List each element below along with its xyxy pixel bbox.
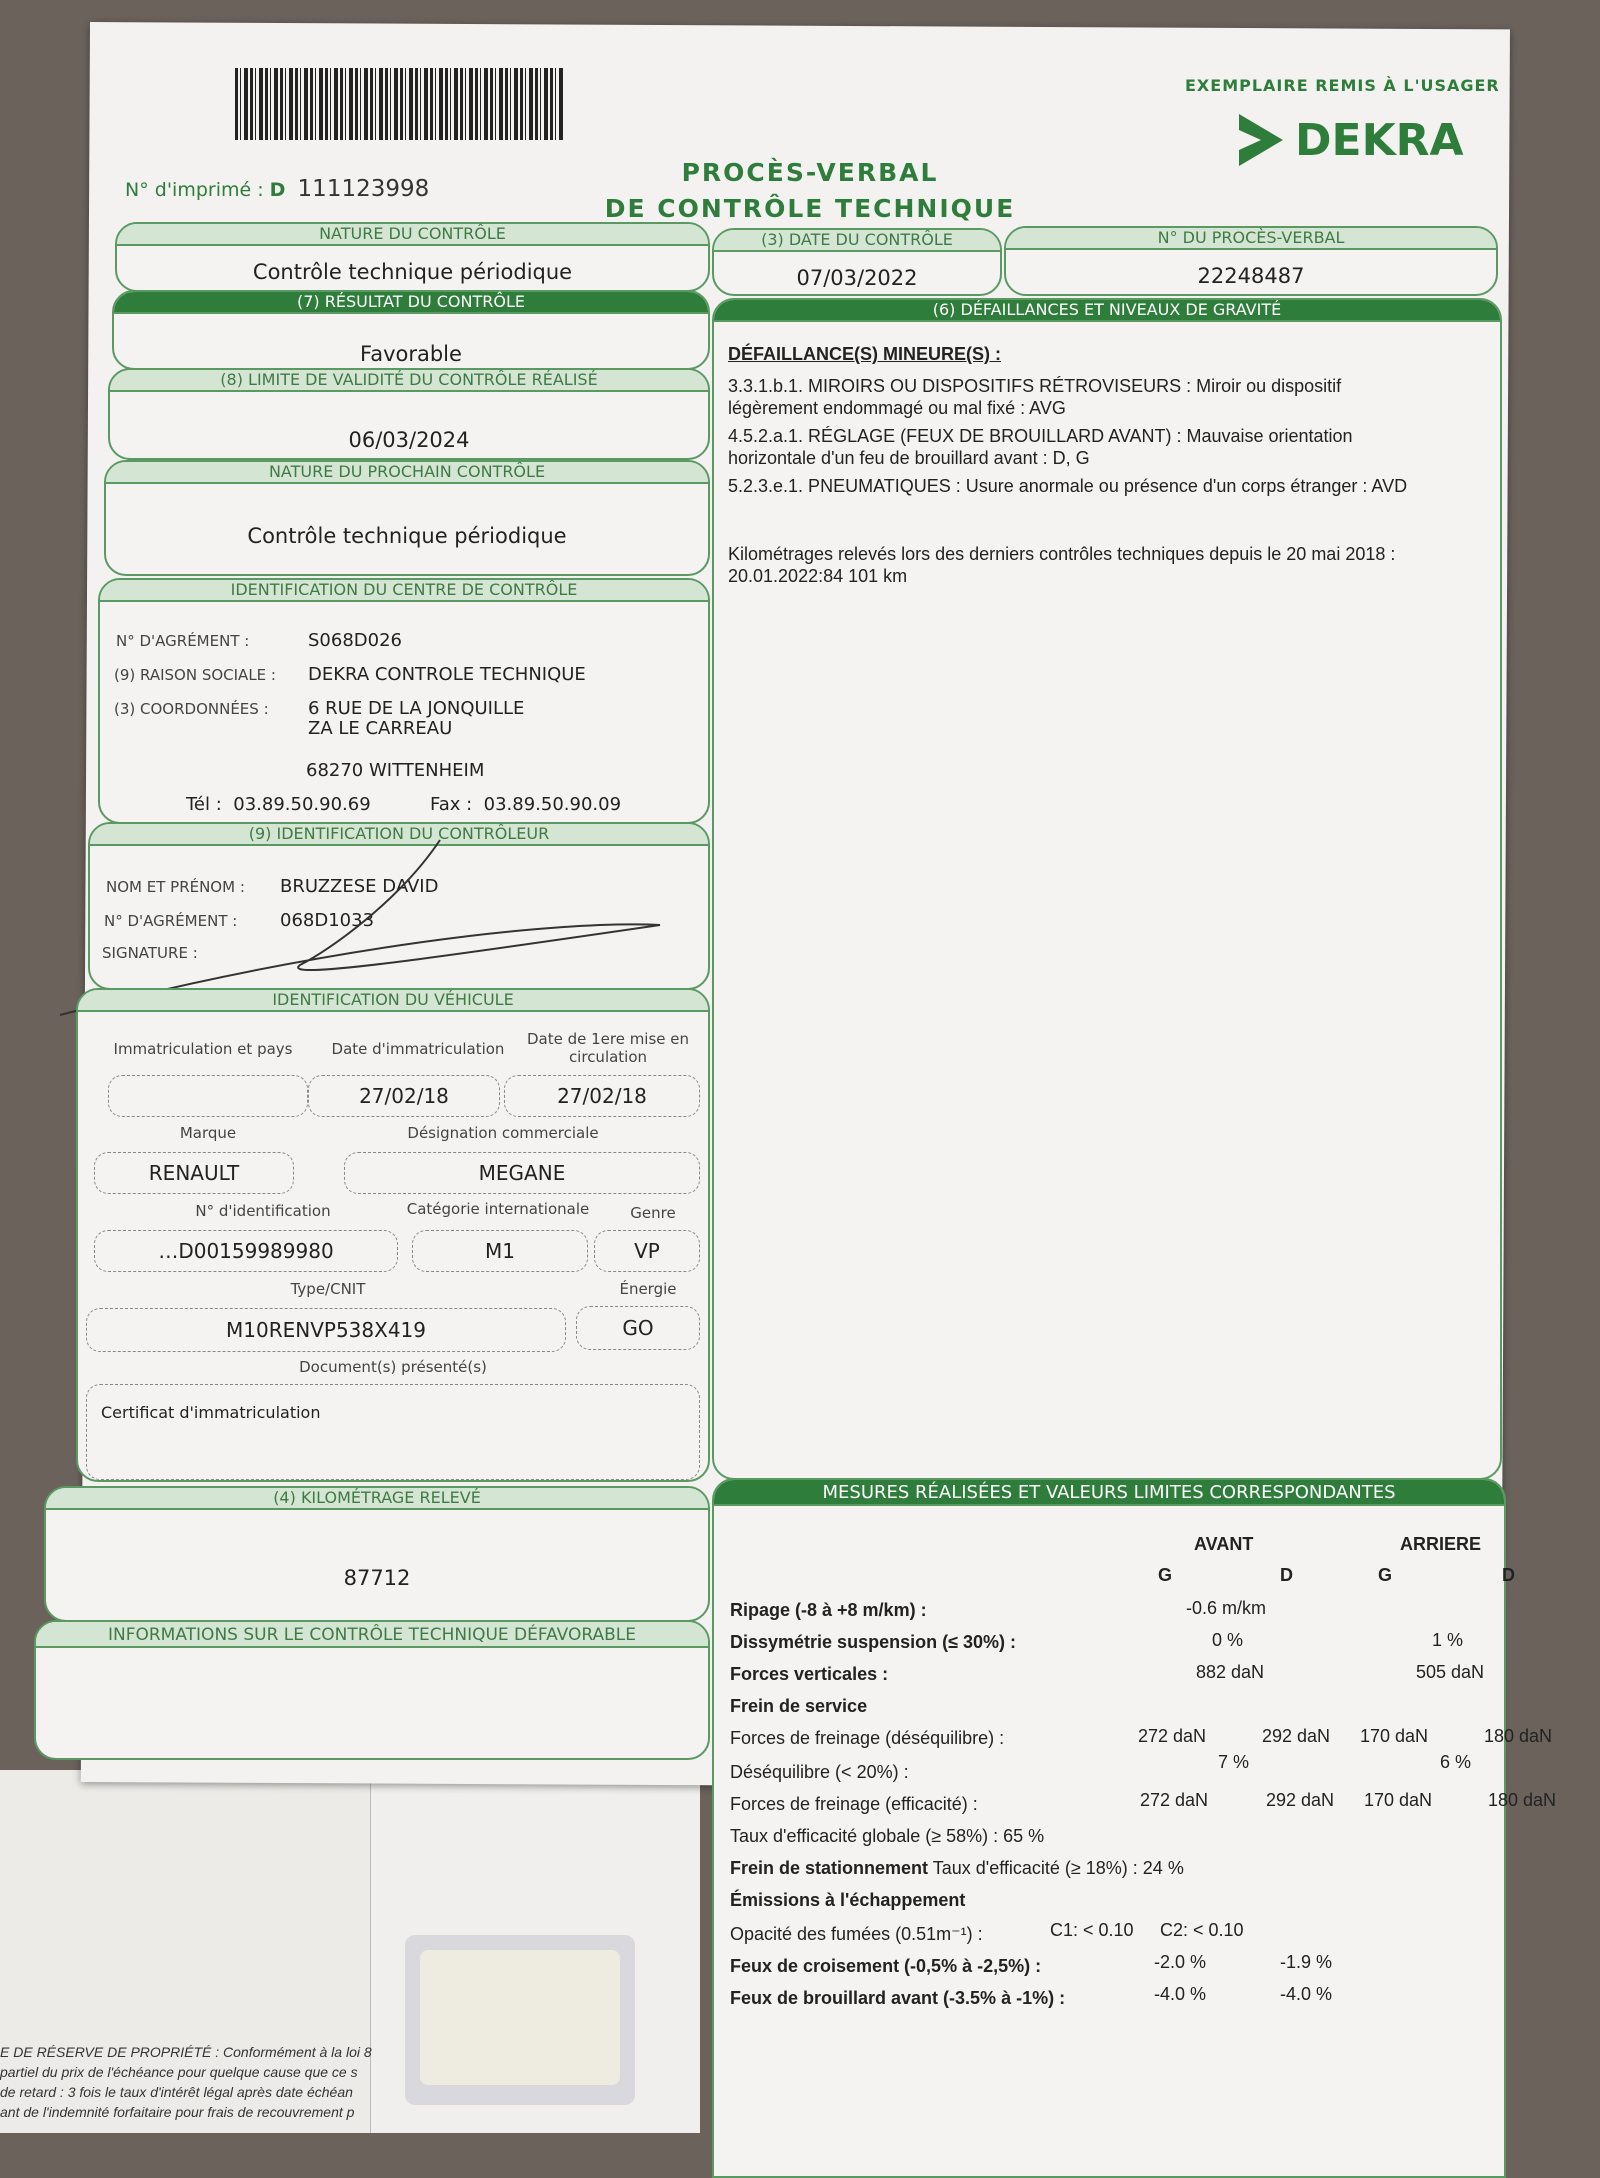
page-title: PROCÈS-VERBAL DE CONTRÔLE TECHNIQUE bbox=[604, 158, 1016, 223]
controle-defavorable: INFORMATIONS SUR LE CONTRÔLE TECHNIQUE D… bbox=[34, 1620, 710, 1760]
signature bbox=[59, 839, 661, 1016]
copy-label: EXEMPLAIRE REMIS À L'USAGER bbox=[1185, 76, 1500, 95]
nature-controle: NATURE DU CONTRÔLE Contrôle technique pér… bbox=[115, 222, 710, 292]
date-controle: (3) DATE DU CONTRÔLE 07/03/2022 bbox=[712, 228, 1002, 296]
defaillances: (6) DÉFAILLANCES ET NIVEAUX DE GRAVITÉ D… bbox=[712, 298, 1502, 1480]
mesures: MESURES RÉALISÉES ET VALEURS LIMITES COR… bbox=[712, 1478, 1556, 2178]
legal-line: de retard : 3 fois le taux d'intérêt lég… bbox=[0, 2084, 353, 2100]
immat-field bbox=[108, 1075, 308, 1117]
legal-line: partiel du prix de l'échéance pour quelq… bbox=[0, 2064, 358, 2080]
numero-pv: N° DU PROCÈS-VERBAL 22248487 bbox=[1004, 226, 1498, 296]
brand-name: DEKRA bbox=[1295, 114, 1464, 166]
centre-controle: IDENTIFICATION DU CENTRE DE CONTRÔLE N° … bbox=[98, 578, 710, 824]
dekra-chevron-icon bbox=[1239, 114, 1283, 166]
legal-text: E DE RÉSERVE DE PROPRIÉTÉ : Conformément… bbox=[0, 2042, 372, 2122]
legal-line: E DE RÉSERVE DE PROPRIÉTÉ : Conformément… bbox=[0, 2044, 372, 2060]
barcode bbox=[235, 68, 565, 140]
limite-validite: (8) LIMITE DE VALIDITÉ DU CONTRÔLE RÉALI… bbox=[108, 368, 710, 460]
dekra-logo: DEKRA bbox=[1235, 110, 1464, 170]
sticker bbox=[405, 1935, 635, 2105]
resultat-controle: (7) RÉSULTAT DU CONTRÔLE Favorable bbox=[112, 290, 710, 370]
kilometrage: (4) KILOMÉTRAGE RELEVÉ 87712 bbox=[44, 1486, 710, 1622]
legal-line: ant de l'indemnité forfaitaire pour frai… bbox=[0, 2104, 355, 2120]
print-number: N° d'imprimé : D 111123998 bbox=[125, 176, 430, 202]
prochain-controle: NATURE DU PROCHAIN CONTRÔLE Contrôle tech… bbox=[104, 460, 710, 576]
vehicule: IDENTIFICATION DU VÉHICULE Immatriculati… bbox=[76, 988, 710, 1482]
